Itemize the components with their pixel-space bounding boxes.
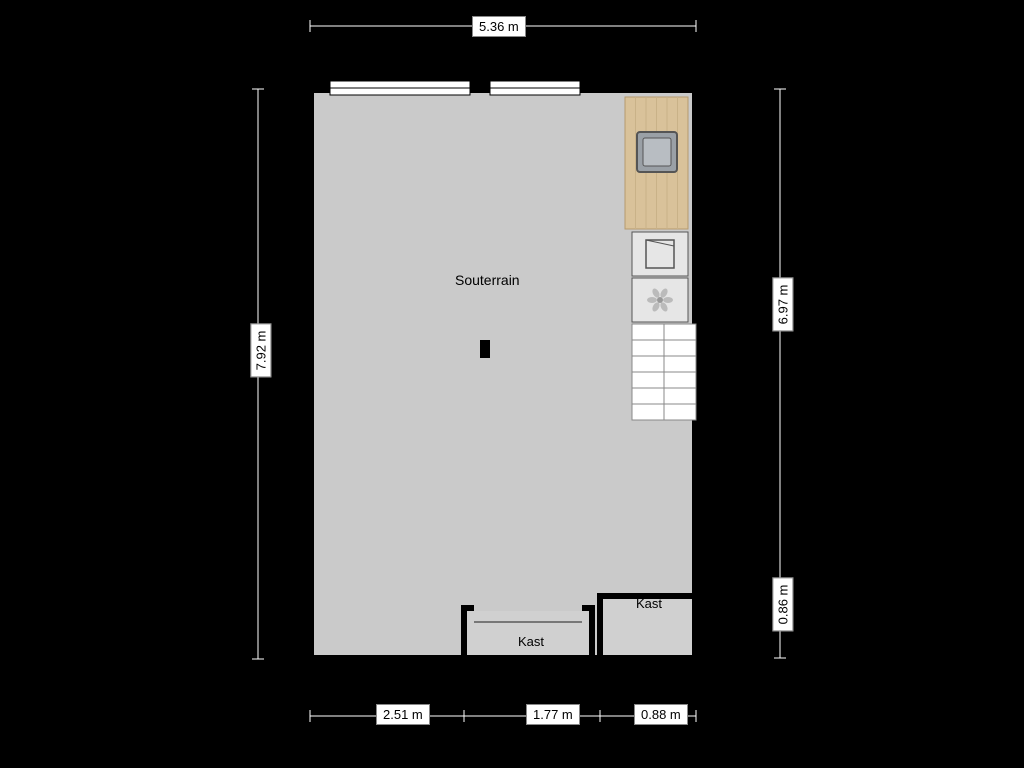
- dim-bottom-2: 1.77 m: [526, 704, 580, 725]
- dim-bottom-3: 0.88 m: [634, 704, 688, 725]
- label-closet-left: Kast: [518, 634, 544, 649]
- dim-right-2: 0.86 m: [772, 578, 793, 632]
- label-main-room: Souterrain: [455, 272, 520, 288]
- label-closet-right: Kast: [636, 596, 662, 611]
- dim-right-1: 6.97 m: [772, 278, 793, 332]
- dim-left: 7.92 m: [250, 324, 271, 378]
- dim-top: 5.36 m: [472, 16, 526, 37]
- dim-bottom-1: 2.51 m: [376, 704, 430, 725]
- floorplan-svg: [0, 0, 1024, 768]
